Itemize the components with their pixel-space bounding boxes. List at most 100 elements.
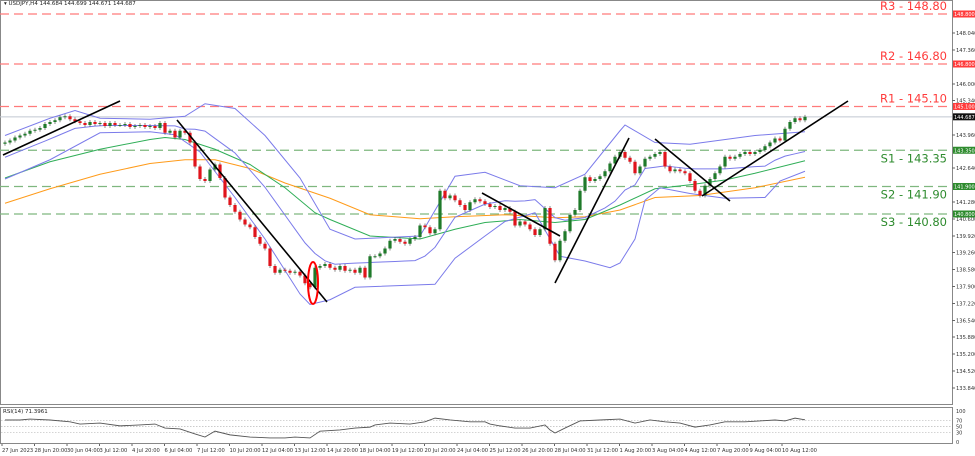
- x-tick-label: 10 Aug 12:00: [782, 448, 817, 454]
- candle-bullish: [643, 158, 647, 167]
- candle-bearish: [328, 264, 332, 268]
- candle-bullish: [608, 163, 612, 172]
- candle-bullish: [743, 152, 747, 154]
- candle-bullish: [583, 177, 587, 191]
- candle-bullish: [323, 264, 327, 266]
- x-tick-label: 26 Jul 20:00: [522, 448, 553, 454]
- y-tick-label: 133.840: [956, 386, 975, 392]
- candle-bullish: [48, 122, 52, 124]
- level-label: R2 - 146.80: [880, 49, 947, 63]
- candle-bearish: [238, 211, 242, 220]
- candle-bullish: [3, 142, 7, 144]
- candle-bearish: [78, 121, 82, 123]
- level-label: R1 - 145.10: [880, 92, 947, 106]
- candle-bullish: [88, 122, 92, 125]
- x-tick-label: 27 Jun 2023: [2, 448, 33, 454]
- level-badge-text: 140.800: [954, 212, 975, 218]
- candle-bullish: [123, 124, 127, 125]
- candle-bullish: [378, 253, 382, 257]
- candle-bearish: [258, 237, 262, 244]
- y-tick-label: 138.580: [956, 268, 975, 274]
- candle-bullish: [33, 129, 37, 131]
- candle-bullish: [18, 135, 22, 138]
- y-tick-label: 135.880: [956, 335, 975, 341]
- bollinger-upper-line: [4, 103, 806, 240]
- x-tick-label: 4 Aug 12:00: [685, 448, 717, 454]
- y-tick-label: 147.360: [956, 48, 975, 54]
- candle-bearish: [478, 199, 482, 202]
- candle-bullish: [763, 146, 767, 150]
- candle-bullish: [718, 166, 722, 174]
- rsi-axis-label: 70: [956, 418, 962, 424]
- candle-bullish: [738, 154, 742, 157]
- y-tick-label: 136.540: [956, 319, 975, 325]
- candle-bearish: [253, 227, 257, 237]
- trendline: [554, 137, 630, 284]
- symbol-info: ▾ USDJPY,H4 144.684 144.699 144.671 144.…: [4, 1, 136, 7]
- candle-bullish: [383, 248, 387, 254]
- candle-bullish: [8, 140, 12, 143]
- candle-bullish: [578, 190, 582, 210]
- rsi-axis-label: 0: [956, 440, 959, 446]
- level-badge-text: 145.100: [954, 105, 975, 111]
- candle-bearish: [488, 204, 492, 207]
- candle-bearish: [628, 157, 632, 162]
- x-tick-label: 30 Jun 04:00: [67, 448, 100, 454]
- candle-bullish: [53, 120, 57, 122]
- candle-bearish: [193, 142, 197, 167]
- candle-bullish: [178, 130, 182, 138]
- candle-bearish: [398, 239, 402, 242]
- y-tick-label: 143.960: [956, 133, 975, 139]
- candle-bearish: [68, 116, 72, 120]
- rsi-axis-label: 50: [956, 425, 962, 431]
- candle-bullish: [448, 195, 452, 199]
- candle-bullish: [638, 166, 642, 174]
- x-tick-label: 24 Jul 04:00: [457, 448, 488, 454]
- candle-bullish: [593, 179, 597, 181]
- candle-bullish: [358, 267, 362, 273]
- candle-bullish: [803, 116, 807, 121]
- x-tick-label: 6 Jul 04:00: [165, 448, 193, 454]
- candle-bearish: [183, 130, 187, 133]
- x-tick-label: 19 Jul 12:00: [392, 448, 423, 454]
- candle-bullish: [713, 173, 717, 179]
- candle-bearish: [188, 132, 192, 143]
- x-tick-label: 28 Jul 04:00: [555, 448, 586, 454]
- candle-bullish: [468, 202, 472, 210]
- candle-bullish: [158, 123, 162, 128]
- candle-bearish: [233, 205, 237, 212]
- main-panel-frame: [0, 0, 953, 405]
- x-tick-label: 10 Jul 20:00: [230, 448, 261, 454]
- candle-bearish: [588, 177, 592, 181]
- y-tick-label: 137.220: [956, 302, 975, 308]
- candle-bearish: [128, 124, 132, 127]
- candle-bearish: [728, 156, 732, 159]
- candle-bullish: [773, 138, 777, 143]
- candle-bullish: [118, 125, 122, 126]
- candle-bearish: [423, 225, 427, 228]
- ma-slow-line: [4, 159, 806, 220]
- candle-bearish: [353, 269, 357, 273]
- bollinger-middle-line: [4, 125, 806, 265]
- candle-bullish: [278, 269, 282, 273]
- candle-bullish: [658, 152, 662, 154]
- candle-bullish: [788, 122, 792, 129]
- candle-bullish: [368, 256, 372, 278]
- candle-bearish: [83, 123, 87, 125]
- candle-bearish: [93, 122, 97, 124]
- level-label: S2 - 141.90: [881, 188, 947, 202]
- candle-bearish: [283, 269, 287, 271]
- candle-bearish: [308, 283, 312, 288]
- candle-bearish: [678, 169, 682, 172]
- candle-bearish: [73, 119, 77, 122]
- candle-bearish: [483, 201, 487, 204]
- candle-bullish: [38, 128, 42, 130]
- candle-bullish: [43, 124, 47, 128]
- x-tick-label: 12 Jul 04:00: [262, 448, 293, 454]
- trendline: [481, 192, 561, 237]
- trendline: [2, 100, 121, 156]
- rsi-axis-label: 30: [956, 431, 962, 437]
- x-tick-label: 13 Jul 12:00: [295, 448, 326, 454]
- candle-bearish: [633, 161, 637, 174]
